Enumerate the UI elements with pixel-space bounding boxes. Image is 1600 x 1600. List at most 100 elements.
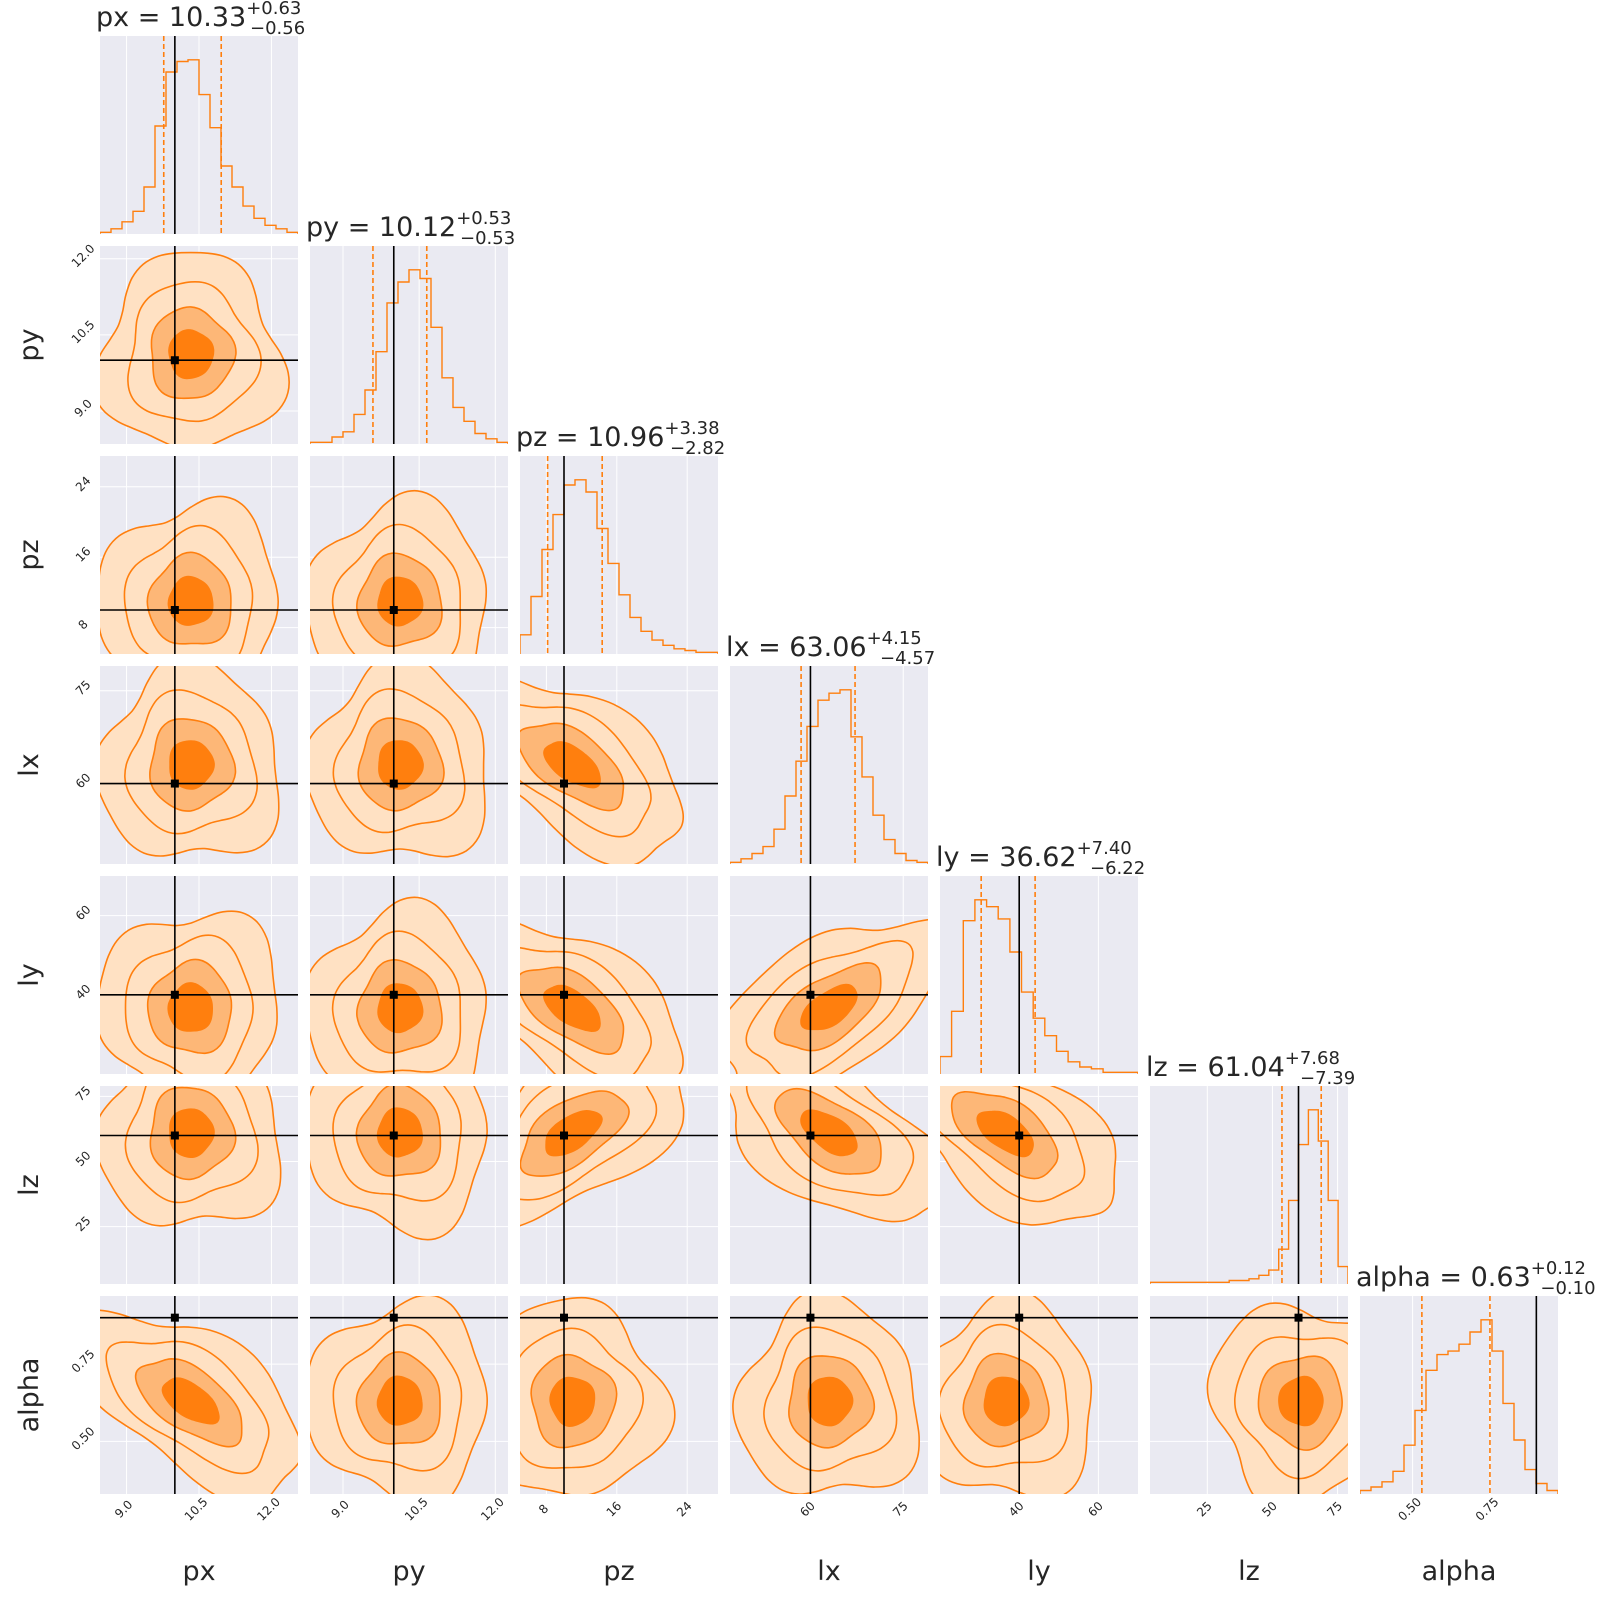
- truth-marker: [1294, 1313, 1303, 1322]
- contour-level: [169, 740, 215, 790]
- panel-background: [1150, 1086, 1348, 1284]
- contour-level: [1278, 1375, 1324, 1427]
- contour-level: [543, 984, 601, 1033]
- truth-marker: [389, 990, 398, 999]
- x-tick-label: 40: [1006, 1499, 1027, 1520]
- x-tick-label: 12.0: [254, 1495, 283, 1524]
- x-tick-label: 16: [604, 1499, 625, 1520]
- contour-level: [807, 1376, 854, 1427]
- contour-panel-px-ly: [100, 876, 298, 1074]
- histogram-panel-lx: lx = 63.06+4.15−4.57: [726, 628, 935, 864]
- x-axis-label-px: px: [182, 1556, 215, 1587]
- y-tick-label: 25: [73, 1214, 94, 1235]
- panel-title-minus: −7.39: [1300, 1068, 1355, 1089]
- y-tick-label: 60: [73, 770, 94, 791]
- histogram-panel-ly: ly = 36.62+7.40−6.22: [936, 838, 1145, 1074]
- y-axis-label-lz: lz: [14, 1174, 45, 1196]
- y-tick-label: 40: [73, 982, 94, 1003]
- truth-marker: [389, 779, 398, 788]
- contour-panel-py-lz: [310, 1086, 508, 1284]
- histogram-line: [520, 479, 718, 654]
- x-axis-label-lz: lz: [1238, 1556, 1260, 1587]
- contour-panel-lz-alpha: [1150, 1296, 1348, 1494]
- y-axis-label-py: py: [14, 328, 45, 361]
- x-tick-label: 0.50: [1395, 1495, 1424, 1524]
- y-tick-label: 10.5: [69, 318, 98, 347]
- contour-panel-py-lx: [310, 666, 508, 864]
- x-tick-label: 60: [1085, 1499, 1106, 1520]
- contour-level: [800, 1109, 858, 1157]
- histogram-panel-py: py = 10.12+0.53−0.53: [306, 208, 515, 444]
- panel-title-minus: −0.56: [250, 18, 305, 39]
- truth-marker: [170, 1313, 179, 1322]
- x-axis-label-py: py: [392, 1556, 425, 1587]
- contour-panel-lx-lz: [730, 1086, 928, 1284]
- histogram-panel-pz: pz = 10.96+3.38−2.82: [516, 418, 725, 654]
- panel-background: [940, 876, 1138, 1074]
- contour-level: [376, 1375, 423, 1426]
- panel-background: [520, 456, 718, 654]
- histogram-line: [100, 59, 298, 234]
- histogram-panel-alpha: alpha = 0.63+0.12−0.10: [1356, 1258, 1596, 1494]
- panel-title-pz: pz = 10.96+3.38: [516, 418, 720, 453]
- contour-level: [378, 740, 424, 790]
- truth-marker: [170, 779, 179, 788]
- x-tick-label: 9.0: [328, 1497, 351, 1520]
- truth-marker: [806, 1131, 815, 1140]
- contour-panel-px-py: [100, 246, 298, 444]
- y-tick-label: 9.0: [71, 396, 94, 419]
- contour-panel-ly-alpha: [940, 1296, 1138, 1494]
- panel-background: [1360, 1296, 1558, 1494]
- contour-level: [167, 575, 214, 626]
- y-tick-label: 75: [73, 1083, 94, 1104]
- panel-title-minus: −2.82: [670, 438, 725, 459]
- contour-panel-pz-lz: [520, 1086, 718, 1284]
- truth-marker: [1015, 1131, 1024, 1140]
- x-tick-label: 60: [797, 1499, 818, 1520]
- contour-level: [161, 1377, 220, 1425]
- panel-title-minus: −0.10: [1540, 1278, 1595, 1299]
- truth-marker: [560, 779, 568, 788]
- histogram-line: [1360, 1319, 1558, 1494]
- truth-marker: [560, 1131, 568, 1140]
- x-tick-label: 25: [1194, 1499, 1215, 1520]
- contour-level: [169, 1108, 215, 1159]
- panel-title-lz: lz = 61.04+7.68: [1146, 1048, 1340, 1083]
- contour-panel-lx-ly: [730, 876, 928, 1074]
- panel-title-minus: −6.22: [1090, 858, 1145, 879]
- y-tick-label: 16: [73, 544, 94, 565]
- panel-title-minus: −4.57: [880, 648, 935, 669]
- x-tick-label: 10.5: [402, 1495, 431, 1524]
- truth-marker: [806, 990, 815, 999]
- y-tick-label: 0.50: [69, 1424, 98, 1453]
- truth-marker: [170, 606, 179, 614]
- x-axis-label-alpha: alpha: [1422, 1556, 1497, 1587]
- contour-panel-pz-ly: [520, 876, 718, 1074]
- x-tick-label: 9.0: [112, 1497, 135, 1520]
- contour-panel-px-pz: [100, 456, 298, 654]
- y-tick-label: 50: [73, 1148, 94, 1169]
- contour-level: [168, 329, 215, 380]
- contour-level: [377, 576, 424, 627]
- contour-panel-lx-alpha: [730, 1296, 928, 1494]
- contour-level: [377, 983, 424, 1034]
- x-tick-label: 0.75: [1473, 1495, 1502, 1524]
- contour-level: [549, 1376, 596, 1427]
- contour-level: [983, 1376, 1030, 1427]
- panel-title-ly: ly = 36.62+7.40: [936, 838, 1132, 873]
- contour-panel-pz-alpha: [520, 1296, 718, 1494]
- y-tick-label: 8: [76, 617, 91, 632]
- y-axis-label-lx: lx: [14, 753, 45, 777]
- contour-panel-py-alpha: [310, 1296, 508, 1494]
- x-tick-label: 50: [1259, 1499, 1280, 1520]
- contour-level: [800, 983, 858, 1031]
- truth-marker: [389, 1313, 398, 1322]
- contour-panel-ly-lz: [940, 1086, 1138, 1284]
- x-tick-label: 75: [890, 1499, 911, 1520]
- y-tick-label: 60: [73, 902, 94, 923]
- y-axis-label-alpha: alpha: [14, 1358, 45, 1433]
- truth-marker: [170, 1131, 179, 1140]
- y-tick-label: 24: [73, 474, 94, 495]
- truth-marker: [389, 606, 398, 614]
